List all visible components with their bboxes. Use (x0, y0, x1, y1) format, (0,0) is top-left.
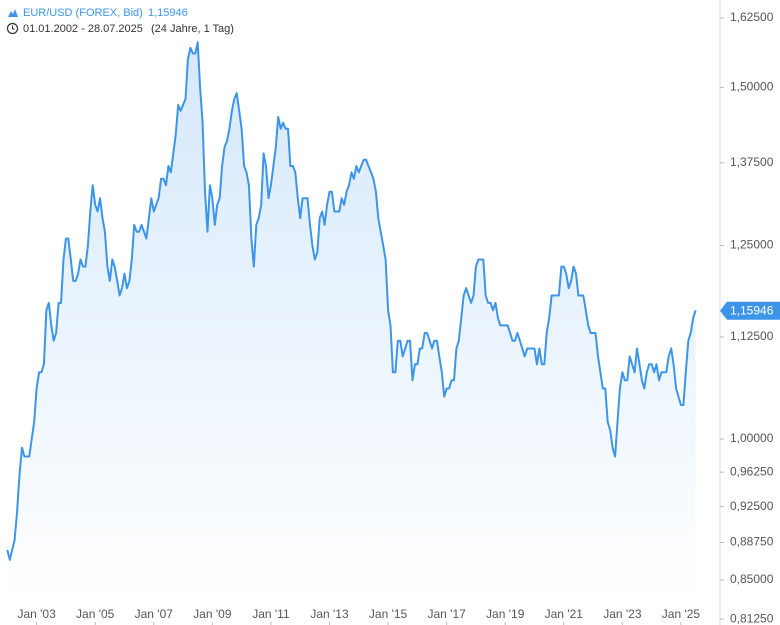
x-tick-label: Jan '21 (545, 607, 584, 621)
y-tick-label: 1,50000 (730, 80, 774, 94)
y-tick-label: 0,96250 (730, 464, 774, 478)
instrument: EUR/USD (FOREX, Bid) (23, 7, 143, 19)
y-tick-label: 0,85000 (730, 572, 774, 586)
line (6, 41, 697, 561)
y-tick-label: 1,37500 (730, 155, 774, 169)
y-tick-label: 0,88750 (730, 535, 774, 549)
date-range: 01.01.2002 - 28.07.2025 (23, 23, 143, 35)
x-tick-label: Jan '17 (427, 607, 466, 621)
y-tick-label: 0,92500 (730, 499, 774, 513)
price-badge (720, 301, 780, 320)
x-tick-label: Jan '11 (252, 607, 290, 621)
y-tick-label: 1,12500 (730, 329, 774, 343)
date-span: (24 Jahre, 1 Tag) (151, 23, 234, 35)
x-tick-label: Jan '15 (369, 607, 408, 621)
chart-icon (8, 9, 18, 17)
area (7, 42, 696, 601)
x-tick-label: Jan '13 (310, 607, 349, 621)
x-tick-label: Jan '03 (17, 607, 56, 621)
y-tick-label: 1,62500 (730, 10, 774, 24)
price-badge-label: 1,15946 (730, 303, 774, 317)
clock-icon (6, 22, 19, 35)
x-tick-label: Jan '07 (135, 607, 174, 621)
clock-hand (11, 25, 15, 30)
y-tick-label: 0,81250 (730, 611, 774, 625)
x-tick-label: Jan '05 (76, 607, 115, 621)
x-tick-label: Jan '19 (486, 607, 525, 621)
x-tick-label: Jan '25 (662, 607, 701, 621)
price: 1,15946 (148, 7, 188, 19)
x-tick-label: Jan '23 (603, 607, 642, 621)
y-tick-label: 1,25000 (730, 238, 774, 252)
plot-area (6, 41, 697, 601)
y-tick-label: 1,00000 (730, 431, 774, 445)
x-tick-label: Jan '09 (193, 607, 232, 621)
